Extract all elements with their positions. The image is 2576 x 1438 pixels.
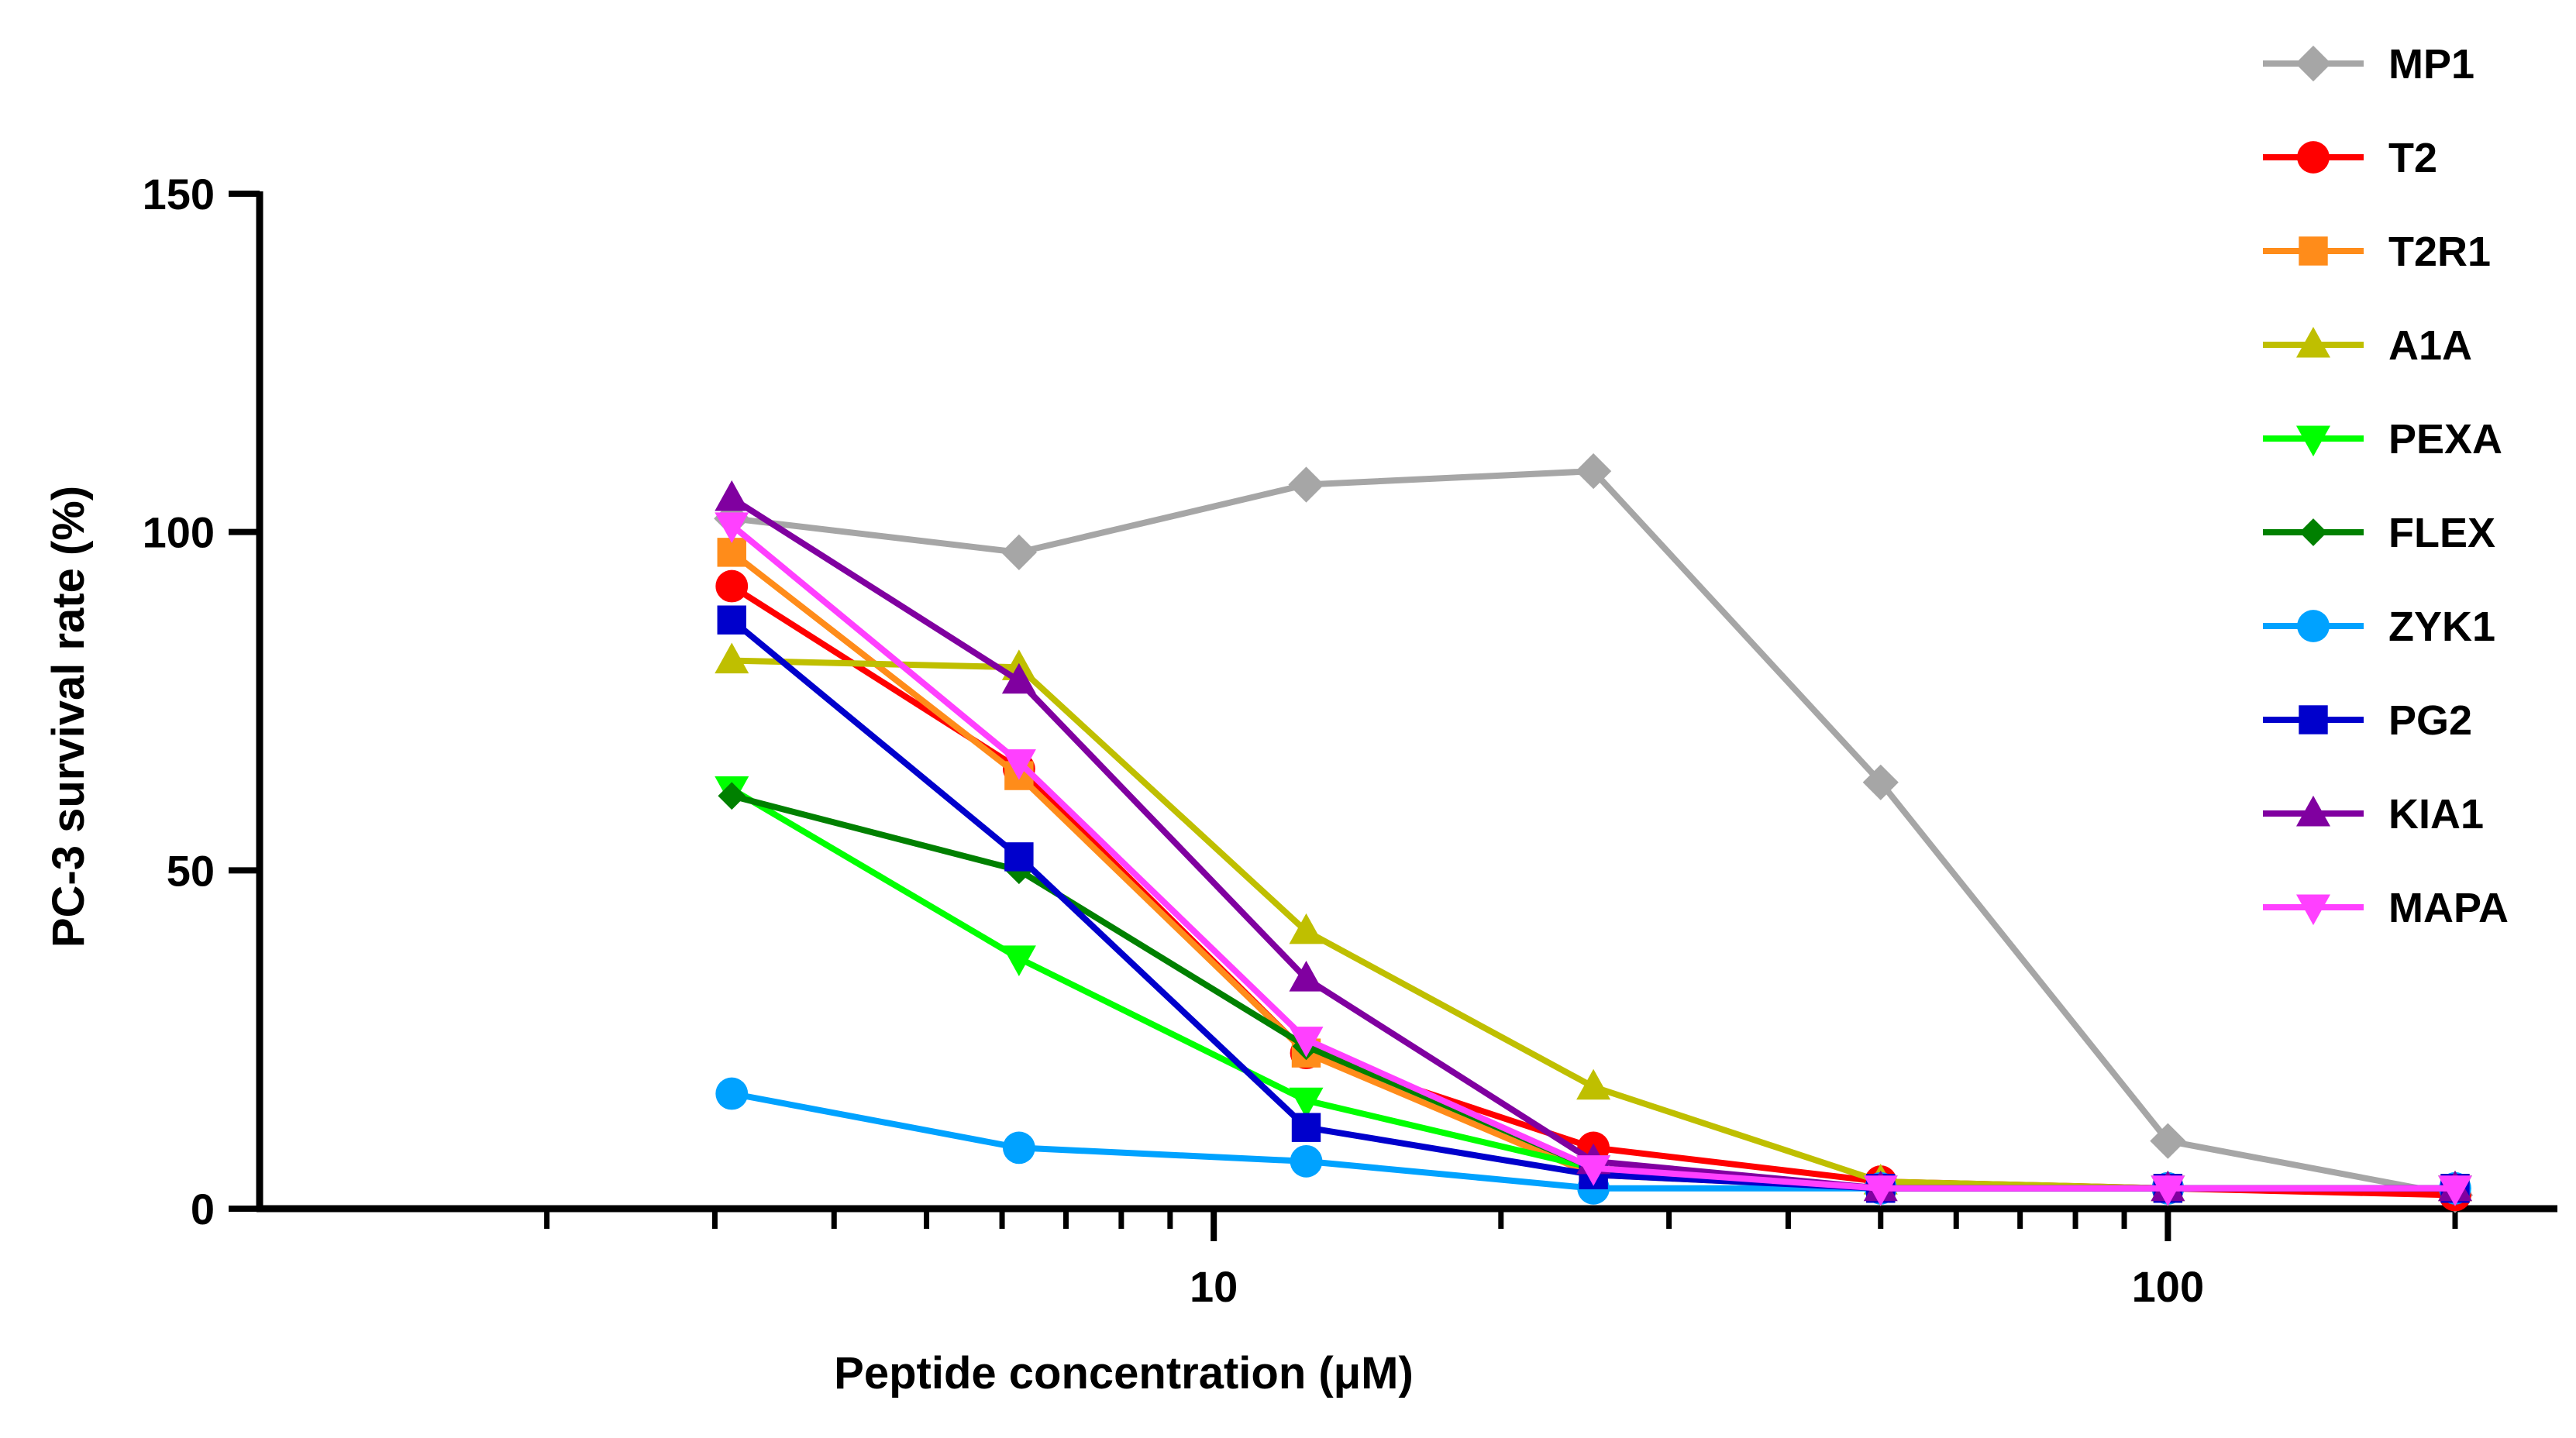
data-point-pg2 [1291, 1113, 1321, 1142]
legend-label: T2R1 [2388, 229, 2491, 275]
legend-marker [2296, 894, 2330, 926]
data-point-mp1 [1288, 466, 1324, 503]
axes: 0 50 100 150 10 100 [143, 170, 2557, 1311]
data-point-mapa [1863, 1175, 1898, 1206]
data-point-pg2 [1004, 842, 1034, 872]
legend-item-mapa: MAPA [2263, 885, 2509, 931]
data-point-pg2 [717, 605, 746, 635]
data-point-mp1 [2150, 1123, 2186, 1159]
series-t2r1 [717, 538, 2470, 1203]
data-point-flex [718, 782, 746, 810]
data-point-mapa [2438, 1175, 2473, 1206]
data-point-kia1 [1289, 960, 1324, 992]
legend-item-t2: T2 [2263, 135, 2437, 181]
legend-marker [2296, 326, 2330, 358]
legend-label: T2 [2388, 135, 2437, 181]
legend-label: PEXA [2388, 416, 2502, 463]
y-tick-label: 0 [191, 1185, 215, 1233]
data-point-mapa [715, 512, 749, 544]
data-point-mapa [1289, 1027, 1324, 1058]
series-pg2 [717, 605, 2470, 1203]
data-point-zyk1 [1002, 1131, 1035, 1165]
legend-item-mp1: MP1 [2263, 41, 2474, 88]
data-point-zyk1 [1290, 1144, 1323, 1178]
data-point-pexa [1289, 1087, 1324, 1119]
data-point-mapa [1576, 1155, 1611, 1186]
data-point-pexa [1001, 945, 1036, 976]
data-point-mapa [2151, 1175, 2185, 1206]
legend-marker [2296, 425, 2330, 457]
series-line-flex [731, 793, 2455, 1192]
legend: MP1 T2 T2R1 A1A PEXA FLEX ZYK1 PG2 KIA1 MAPA [2263, 41, 2509, 931]
series-lines [714, 452, 2474, 1213]
legend-item-pg2: PG2 [2263, 697, 2472, 744]
legend-marker [2297, 610, 2330, 642]
data-point-a1a [715, 642, 749, 674]
data-point-kia1 [1001, 662, 1036, 694]
y-axis-title: PC-3 survival rate (%) [43, 486, 94, 948]
legend-marker [2299, 236, 2328, 266]
legend-item-a1a: A1A [2263, 322, 2472, 369]
data-point-a1a [1576, 1068, 1611, 1100]
x-tick-label: 10 [1190, 1262, 1238, 1311]
x-axis-title: Peptide concentration (μM) [834, 1348, 1414, 1398]
legend-marker [2296, 795, 2330, 827]
data-point-mp1 [1576, 452, 1612, 490]
legend-item-zyk1: ZYK1 [2263, 604, 2495, 650]
legend-label: A1A [2388, 322, 2472, 369]
legend-label: PG2 [2388, 697, 2472, 744]
legend-label: KIA1 [2388, 791, 2484, 838]
data-point-kia1 [715, 480, 749, 511]
legend-marker [2299, 705, 2328, 734]
data-point-mp1 [1862, 764, 1899, 800]
legend-item-kia1: KIA1 [2263, 791, 2484, 838]
series-line-pexa [730, 786, 2455, 1192]
data-point-mp1 [1000, 534, 1037, 570]
series-mapa [715, 512, 2473, 1206]
series-line-t2 [730, 583, 2456, 1199]
legend-item-pexa: PEXA [2263, 416, 2502, 463]
legend-label: MAPA [2388, 885, 2509, 931]
legend-item-t2r1: T2R1 [2263, 229, 2491, 275]
y-tick-label: 100 [143, 508, 215, 557]
data-point-t2 [715, 569, 749, 603]
series-line-pg2 [729, 618, 2455, 1192]
data-point-a1a [1289, 913, 1324, 944]
data-point-mapa [1001, 749, 1036, 780]
legend-label: ZYK1 [2388, 604, 2495, 650]
legend-marker [2299, 518, 2327, 546]
legend-marker [2295, 45, 2332, 82]
y-tick-label: 50 [167, 846, 215, 895]
x-tick-label: 100 [2132, 1262, 2204, 1311]
data-point-zyk1 [715, 1077, 749, 1110]
legend-label: MP1 [2388, 41, 2474, 88]
legend-item-flex: FLEX [2263, 510, 2495, 556]
y-tick-label: 150 [143, 170, 215, 218]
legend-label: FLEX [2388, 510, 2495, 556]
legend-marker [2297, 141, 2330, 174]
